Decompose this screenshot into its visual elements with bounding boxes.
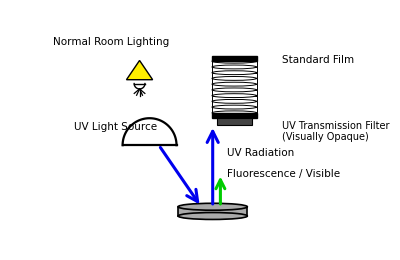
Ellipse shape [212, 71, 256, 75]
Text: UV Transmission Filter
(Visually Opaque): UV Transmission Filter (Visually Opaque) [282, 121, 390, 142]
Ellipse shape [212, 76, 256, 80]
Bar [212, 90, 256, 96]
Ellipse shape [212, 105, 256, 109]
Ellipse shape [178, 212, 247, 219]
Ellipse shape [212, 88, 256, 92]
Bar [212, 101, 256, 107]
Text: UV Radiation: UV Radiation [226, 148, 294, 158]
Ellipse shape [212, 111, 256, 115]
Bar [212, 73, 256, 79]
Bar [216, 118, 252, 125]
Ellipse shape [212, 99, 256, 103]
Bar [212, 56, 256, 61]
Ellipse shape [178, 203, 247, 210]
Bar [212, 113, 256, 118]
Bar [212, 96, 256, 101]
Text: Fluorescence / Visible: Fluorescence / Visible [226, 169, 340, 179]
Ellipse shape [212, 82, 256, 86]
Bar [212, 79, 256, 84]
Bar [212, 84, 256, 90]
Text: Standard Film: Standard Film [282, 55, 354, 66]
Bar [212, 67, 256, 73]
Bar [212, 61, 256, 67]
Bar [178, 207, 247, 216]
Text: UV Light Source: UV Light Source [74, 122, 157, 132]
Text: Normal Room Lighting: Normal Room Lighting [53, 37, 170, 47]
Ellipse shape [212, 59, 256, 63]
Ellipse shape [212, 65, 256, 69]
Ellipse shape [212, 94, 256, 98]
Bar [212, 107, 256, 113]
Polygon shape [126, 61, 153, 80]
